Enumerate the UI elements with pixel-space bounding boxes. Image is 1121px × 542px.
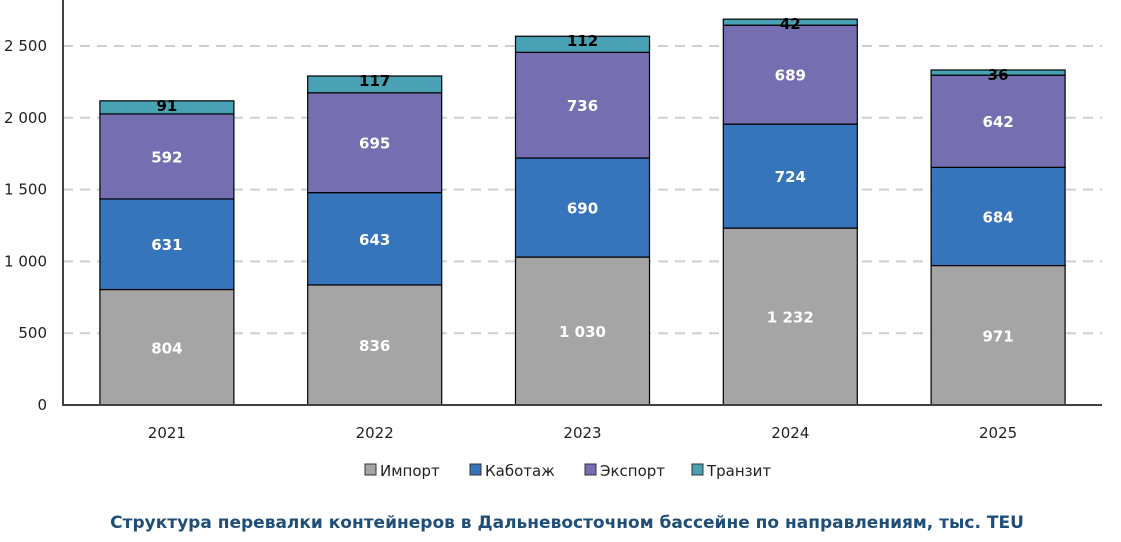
x-tick-label: 2024 bbox=[771, 424, 809, 442]
x-tick-label: 2022 bbox=[356, 424, 394, 442]
legend-swatch bbox=[691, 463, 704, 476]
bar-segment-Каботаж bbox=[514, 157, 651, 258]
y-tick-label: 2 500 bbox=[4, 37, 47, 55]
bar-segment-Экспорт bbox=[722, 24, 858, 125]
bar-segment-Экспорт bbox=[307, 92, 443, 194]
y-tick-label: 1 000 bbox=[4, 252, 47, 270]
bar-segment-Транзит bbox=[99, 100, 235, 115]
chart-title: Структура перевалки контейнеров в Дальне… bbox=[110, 513, 1024, 533]
data-label: 642 bbox=[982, 113, 1013, 131]
bar-segment-Транзит bbox=[930, 69, 1066, 76]
y-tick-label: 500 bbox=[18, 324, 47, 342]
legend-label: Транзит bbox=[706, 462, 771, 480]
data-label: 695 bbox=[359, 135, 390, 153]
data-label: 592 bbox=[151, 148, 182, 166]
data-label: 836 bbox=[359, 337, 390, 355]
x-tick-label: 2023 bbox=[563, 424, 601, 442]
data-label: 736 bbox=[567, 97, 598, 115]
y-tick-label: 1 500 bbox=[4, 181, 47, 199]
data-label: 112 bbox=[567, 32, 598, 50]
legend-label: Каботаж bbox=[485, 462, 555, 480]
bar-segment-Экспорт bbox=[99, 113, 235, 200]
bar-segment-Экспорт bbox=[930, 74, 1066, 168]
bar-segment-Импорт bbox=[514, 256, 651, 406]
bar-segment-Каботаж bbox=[307, 192, 443, 286]
bar-segment-Транзит bbox=[722, 18, 858, 26]
data-label: 690 bbox=[567, 200, 598, 218]
legend-swatch bbox=[584, 463, 597, 476]
data-label: 971 bbox=[982, 327, 1013, 345]
x-tick-label: 2025 bbox=[979, 424, 1017, 442]
bar-segment-Каботаж bbox=[930, 166, 1066, 267]
bar-segment-Экспорт bbox=[514, 51, 651, 159]
bar-segment-Каботаж bbox=[99, 198, 235, 291]
data-label: 684 bbox=[982, 208, 1013, 226]
data-label: 36 bbox=[988, 66, 1009, 84]
bar-segment-Импорт bbox=[307, 284, 443, 406]
data-label: 689 bbox=[775, 67, 806, 85]
data-label: 804 bbox=[151, 339, 182, 357]
bar-segment-Импорт bbox=[99, 288, 235, 406]
bar-segment-Каботаж bbox=[722, 123, 858, 229]
legend-swatch bbox=[364, 463, 377, 476]
bar-segment-Импорт bbox=[722, 227, 858, 406]
data-label: 1 232 bbox=[767, 309, 814, 327]
bar-segment-Транзит bbox=[514, 35, 651, 53]
legend-label: Импорт bbox=[380, 462, 440, 480]
data-label: 631 bbox=[151, 236, 182, 254]
data-label: 117 bbox=[359, 72, 390, 90]
data-label: 643 bbox=[359, 231, 390, 249]
data-label: 1 030 bbox=[559, 323, 606, 341]
x-tick-label: 2021 bbox=[148, 424, 186, 442]
legend-swatch bbox=[469, 463, 482, 476]
y-tick-label: 2 000 bbox=[4, 109, 47, 127]
data-label: 724 bbox=[775, 168, 806, 186]
data-label: 91 bbox=[156, 97, 177, 115]
data-label: 42 bbox=[780, 15, 801, 33]
y-tick-label: 0 bbox=[37, 396, 47, 414]
legend-label: Экспорт bbox=[600, 462, 665, 480]
bar-segment-Транзит bbox=[307, 75, 443, 94]
